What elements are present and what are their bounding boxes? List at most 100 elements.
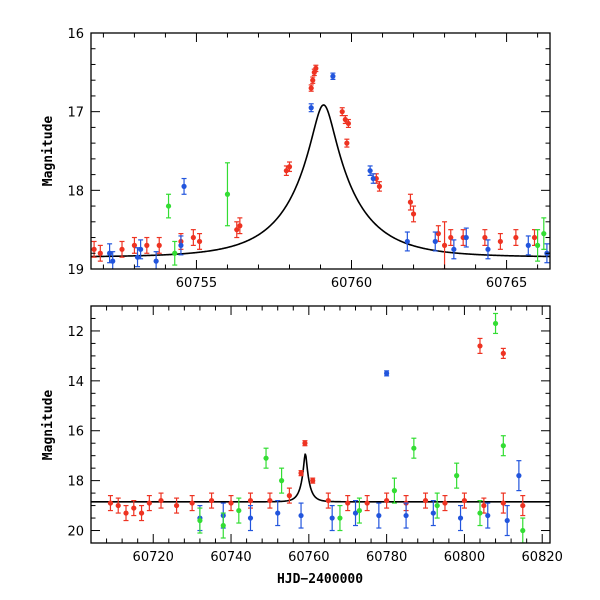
top-y-axis-title: Magnitude: [41, 116, 56, 187]
top-point-series-0: [513, 229, 519, 246]
top-point-series-0: [196, 233, 203, 250]
bottom-y-axis-title: Magnitude: [41, 390, 56, 461]
bot-point-series-0: [481, 497, 487, 514]
top-point-series-0: [119, 240, 125, 258]
top-point-series-0: [131, 236, 138, 254]
bot-point-series-0: [138, 504, 145, 522]
bot-point-series-2: [492, 312, 499, 335]
top-point-series-1: [432, 231, 438, 252]
x-tick-label: 60720: [133, 550, 174, 565]
top-point-series-0: [144, 236, 150, 254]
bot-point-series-0: [325, 492, 331, 509]
bot-point-series-2: [236, 497, 242, 524]
bot-point-series-1: [376, 502, 382, 529]
top-point-series-2: [172, 240, 178, 266]
top-axes: 60755 60760 60765 16 17 18 19: [67, 27, 551, 291]
x-tick-label: 60740: [210, 550, 251, 565]
bot-point-series-0: [131, 499, 137, 517]
bottom-panel-full: 60720 60740 60760 60780 60800 60820 12 14 16 18 20…: [41, 305, 563, 587]
bot-point-series-0: [422, 492, 429, 509]
top-point-series-1: [181, 177, 187, 195]
bot-point-series-1: [352, 499, 359, 527]
bot-model-curve: [91, 453, 550, 503]
top-point-series-2: [541, 217, 547, 250]
bot-point-series-2: [220, 512, 226, 539]
top-point-series-1: [525, 235, 531, 256]
top-point-series-0: [531, 229, 538, 246]
y-tick-label: 17: [67, 106, 84, 121]
top-point-series-0: [97, 244, 103, 262]
top-point-series-0: [482, 229, 488, 246]
bot-point-series-2: [520, 517, 526, 543]
bot-point-series-0: [267, 492, 273, 509]
top-point-series-2: [165, 193, 172, 219]
y-tick-label: 14: [67, 375, 84, 390]
bot-point-series-0: [107, 495, 114, 512]
top-point-series-0: [407, 193, 414, 211]
bot-point-series-1: [384, 370, 390, 377]
bot-point-series-1: [457, 504, 464, 532]
y-tick-label: 16: [67, 27, 84, 42]
top-point-series-0: [410, 205, 417, 223]
bot-point-series-0: [158, 492, 164, 509]
top-point-series-0: [156, 236, 162, 254]
bot-point-series-2: [263, 447, 269, 469]
bot-point-series-0: [302, 440, 308, 447]
bot-point-series-1: [275, 499, 281, 527]
top-panel-zoom: 60755 60760 60765 16 17 18 19 Magnitude: [41, 27, 551, 291]
top-point-series-1: [367, 165, 373, 176]
top-point-series-0: [286, 161, 293, 173]
bot-point-series-1: [403, 502, 409, 529]
bot-point-series-0: [228, 495, 234, 512]
bot-point-series-2: [477, 499, 483, 527]
top-point-series-0: [448, 229, 454, 246]
bot-point-series-0: [115, 497, 121, 514]
top-point-series-2: [224, 162, 231, 227]
x-tick-label: 60760: [288, 550, 329, 565]
top-model-curve: [91, 104, 550, 258]
bot-point-series-0: [477, 337, 483, 354]
bot-point-series-0: [189, 495, 195, 512]
bot-point-series-1: [485, 502, 491, 529]
top-point-series-1: [404, 231, 410, 252]
bot-point-series-0: [500, 492, 506, 514]
top-plot-frame: [90, 32, 551, 270]
bot-point-series-1: [504, 504, 510, 537]
bot-point-series-1: [516, 460, 522, 492]
top-point-series-0: [339, 107, 345, 117]
bot-point-series-2: [356, 497, 362, 524]
top-point-series-0: [376, 181, 383, 192]
bot-point-series-1: [430, 499, 436, 527]
top-point-series-1: [330, 72, 336, 81]
bot-point-series-2: [411, 437, 417, 459]
top-point-series-1: [463, 227, 469, 248]
bot-point-series-0: [310, 477, 316, 484]
x-tick-label: 60800: [444, 550, 485, 565]
top-point-series-0: [497, 233, 503, 250]
top-point-series-1: [138, 239, 144, 260]
bot-point-series-0: [298, 470, 304, 477]
top-point-series-1: [178, 235, 184, 256]
bot-point-series-2: [454, 462, 460, 489]
bot-point-series-0: [173, 497, 180, 514]
bot-point-series-0: [146, 495, 152, 512]
bottom-data-points: [107, 312, 526, 543]
x-tick-label: 60820: [522, 550, 563, 565]
top-point-series-0: [441, 221, 448, 269]
bot-point-series-2: [434, 492, 440, 519]
top-point-series-0: [237, 217, 243, 235]
top-point-series-1: [451, 239, 457, 260]
top-point-series-0: [234, 221, 240, 239]
bot-point-series-0: [442, 495, 448, 512]
y-tick-label: 18: [67, 475, 84, 490]
x-axis-title: HJD−2400000: [277, 572, 363, 587]
bot-point-series-2: [197, 507, 203, 534]
top-point-series-0: [283, 165, 289, 176]
top-point-series-1: [308, 103, 314, 113]
bot-point-series-0: [364, 495, 370, 512]
bot-point-series-0: [286, 487, 292, 504]
bot-point-series-0: [123, 504, 129, 522]
bot-point-series-2: [500, 435, 506, 457]
top-point-series-0: [345, 118, 352, 129]
